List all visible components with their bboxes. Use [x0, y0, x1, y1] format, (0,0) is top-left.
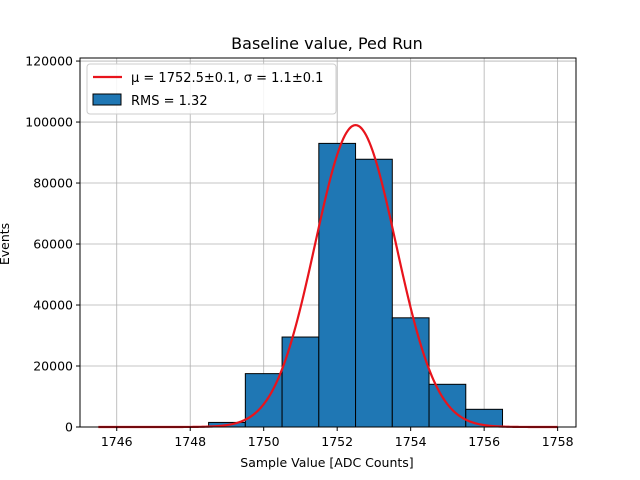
- legend-histogram-swatch: [92, 93, 122, 106]
- y-tick-label: 0: [65, 420, 73, 435]
- histogram-bar: [318, 142, 357, 428]
- x-axis-ticks: 1746 1748 1750 1752 1754 1756 1758: [101, 427, 574, 449]
- y-tick-label: 60000: [33, 237, 73, 252]
- x-tick-label: 1756: [468, 434, 500, 449]
- chart-title: Baseline value, Ped Run: [231, 34, 423, 53]
- x-tick-label: 1758: [542, 434, 574, 449]
- y-tick-label: 80000: [33, 176, 73, 191]
- x-tick-label: 1746: [101, 434, 133, 449]
- x-axis-label: Sample Value [ADC Counts]: [240, 455, 413, 470]
- x-tick-label: 1752: [321, 434, 353, 449]
- legend-histogram-label: RMS = 1.32: [131, 94, 208, 109]
- y-tick-label: 100000: [25, 115, 73, 130]
- y-tick-label: 40000: [33, 298, 73, 313]
- histogram-bar: [391, 317, 430, 428]
- legend-box: [86, 63, 337, 115]
- y-axis-label: Events: [0, 223, 12, 265]
- axes-frame: [79, 57, 577, 428]
- legend-fit-label: μ = 1752.5±0.1, σ = 1.1±0.1: [131, 71, 323, 86]
- x-tick-label: 1750: [248, 434, 280, 449]
- legend: μ = 1752.5±0.1, σ = 1.1±0.1 RMS = 1.32: [86, 63, 337, 115]
- y-axis-ticks: 0 20000 40000 60000 80000 100000 120000: [25, 54, 80, 435]
- y-tick-label: 120000: [25, 54, 73, 69]
- x-tick-label: 1754: [395, 434, 427, 449]
- x-tick-label: 1748: [174, 434, 206, 449]
- y-tick-label: 20000: [33, 359, 73, 374]
